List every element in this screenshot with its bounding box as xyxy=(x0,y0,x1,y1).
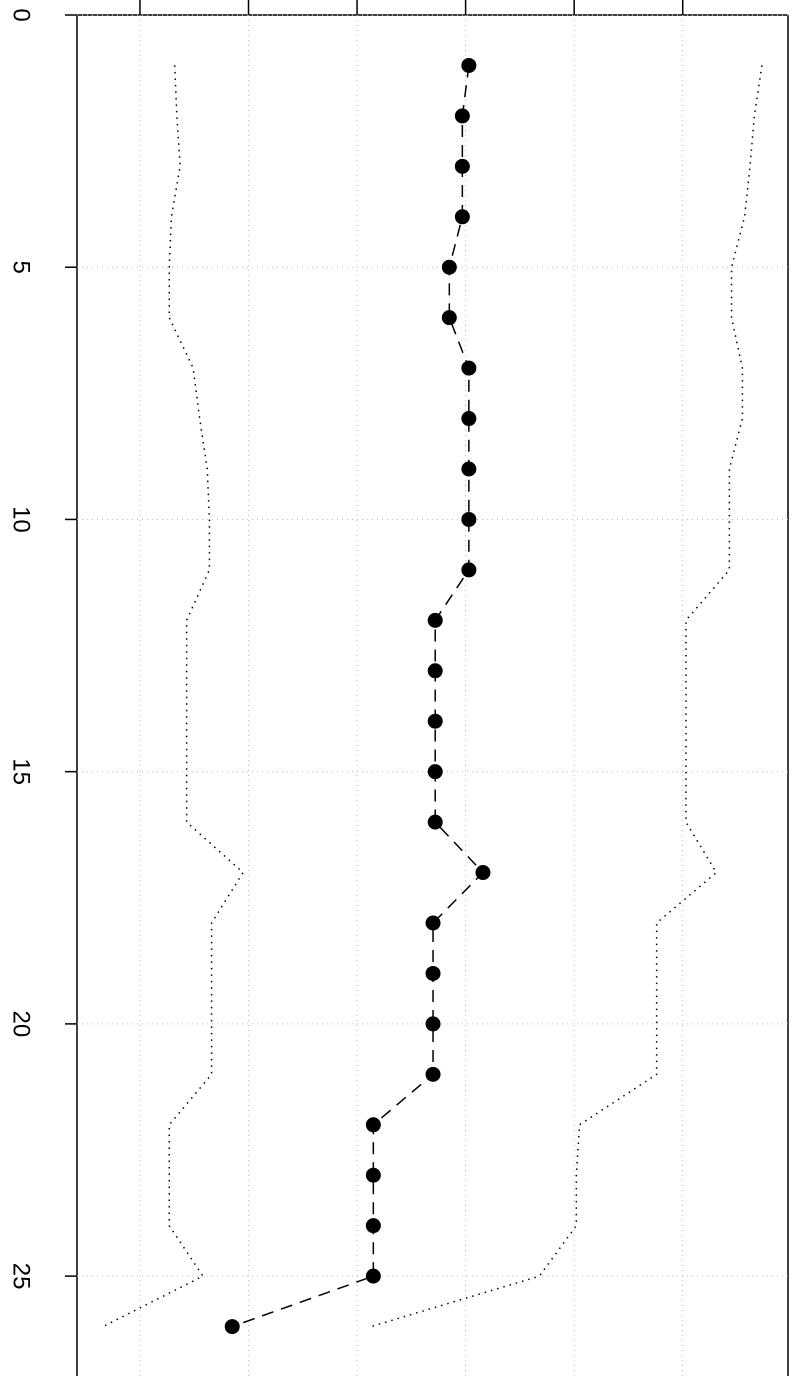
data-point xyxy=(425,965,441,981)
data-point xyxy=(461,411,477,427)
data-point xyxy=(461,57,477,73)
x-tick-label: 5 xyxy=(8,261,35,274)
x-tick-label: 0 xyxy=(8,8,35,21)
x-tick-label: 20 xyxy=(8,1011,35,1038)
data-point xyxy=(427,814,443,830)
series-line xyxy=(370,65,763,1328)
data-point xyxy=(427,764,443,780)
data-point xyxy=(425,1016,441,1032)
data-point xyxy=(224,1319,240,1335)
x-tick-label: 10 xyxy=(8,506,35,533)
data-point xyxy=(454,108,470,124)
data-point xyxy=(475,865,491,881)
x-tick-label: 15 xyxy=(8,758,35,785)
data-point xyxy=(461,461,477,477)
data-point xyxy=(461,360,477,376)
data-point xyxy=(365,1218,381,1234)
data-point xyxy=(454,209,470,225)
data-point xyxy=(365,1117,381,1133)
data-point xyxy=(427,612,443,628)
data-point xyxy=(425,1066,441,1082)
data-point xyxy=(461,562,477,578)
data-point xyxy=(427,713,443,729)
x-tick-label: 25 xyxy=(8,1263,35,1290)
data-point xyxy=(365,1268,381,1284)
data-point xyxy=(427,663,443,679)
data-point xyxy=(365,1167,381,1183)
data-point xyxy=(441,310,457,326)
series-line xyxy=(231,65,485,1328)
data-point xyxy=(454,158,470,174)
data-point xyxy=(425,915,441,931)
data-point xyxy=(461,511,477,527)
series-line xyxy=(102,65,245,1328)
data-point xyxy=(441,259,457,275)
